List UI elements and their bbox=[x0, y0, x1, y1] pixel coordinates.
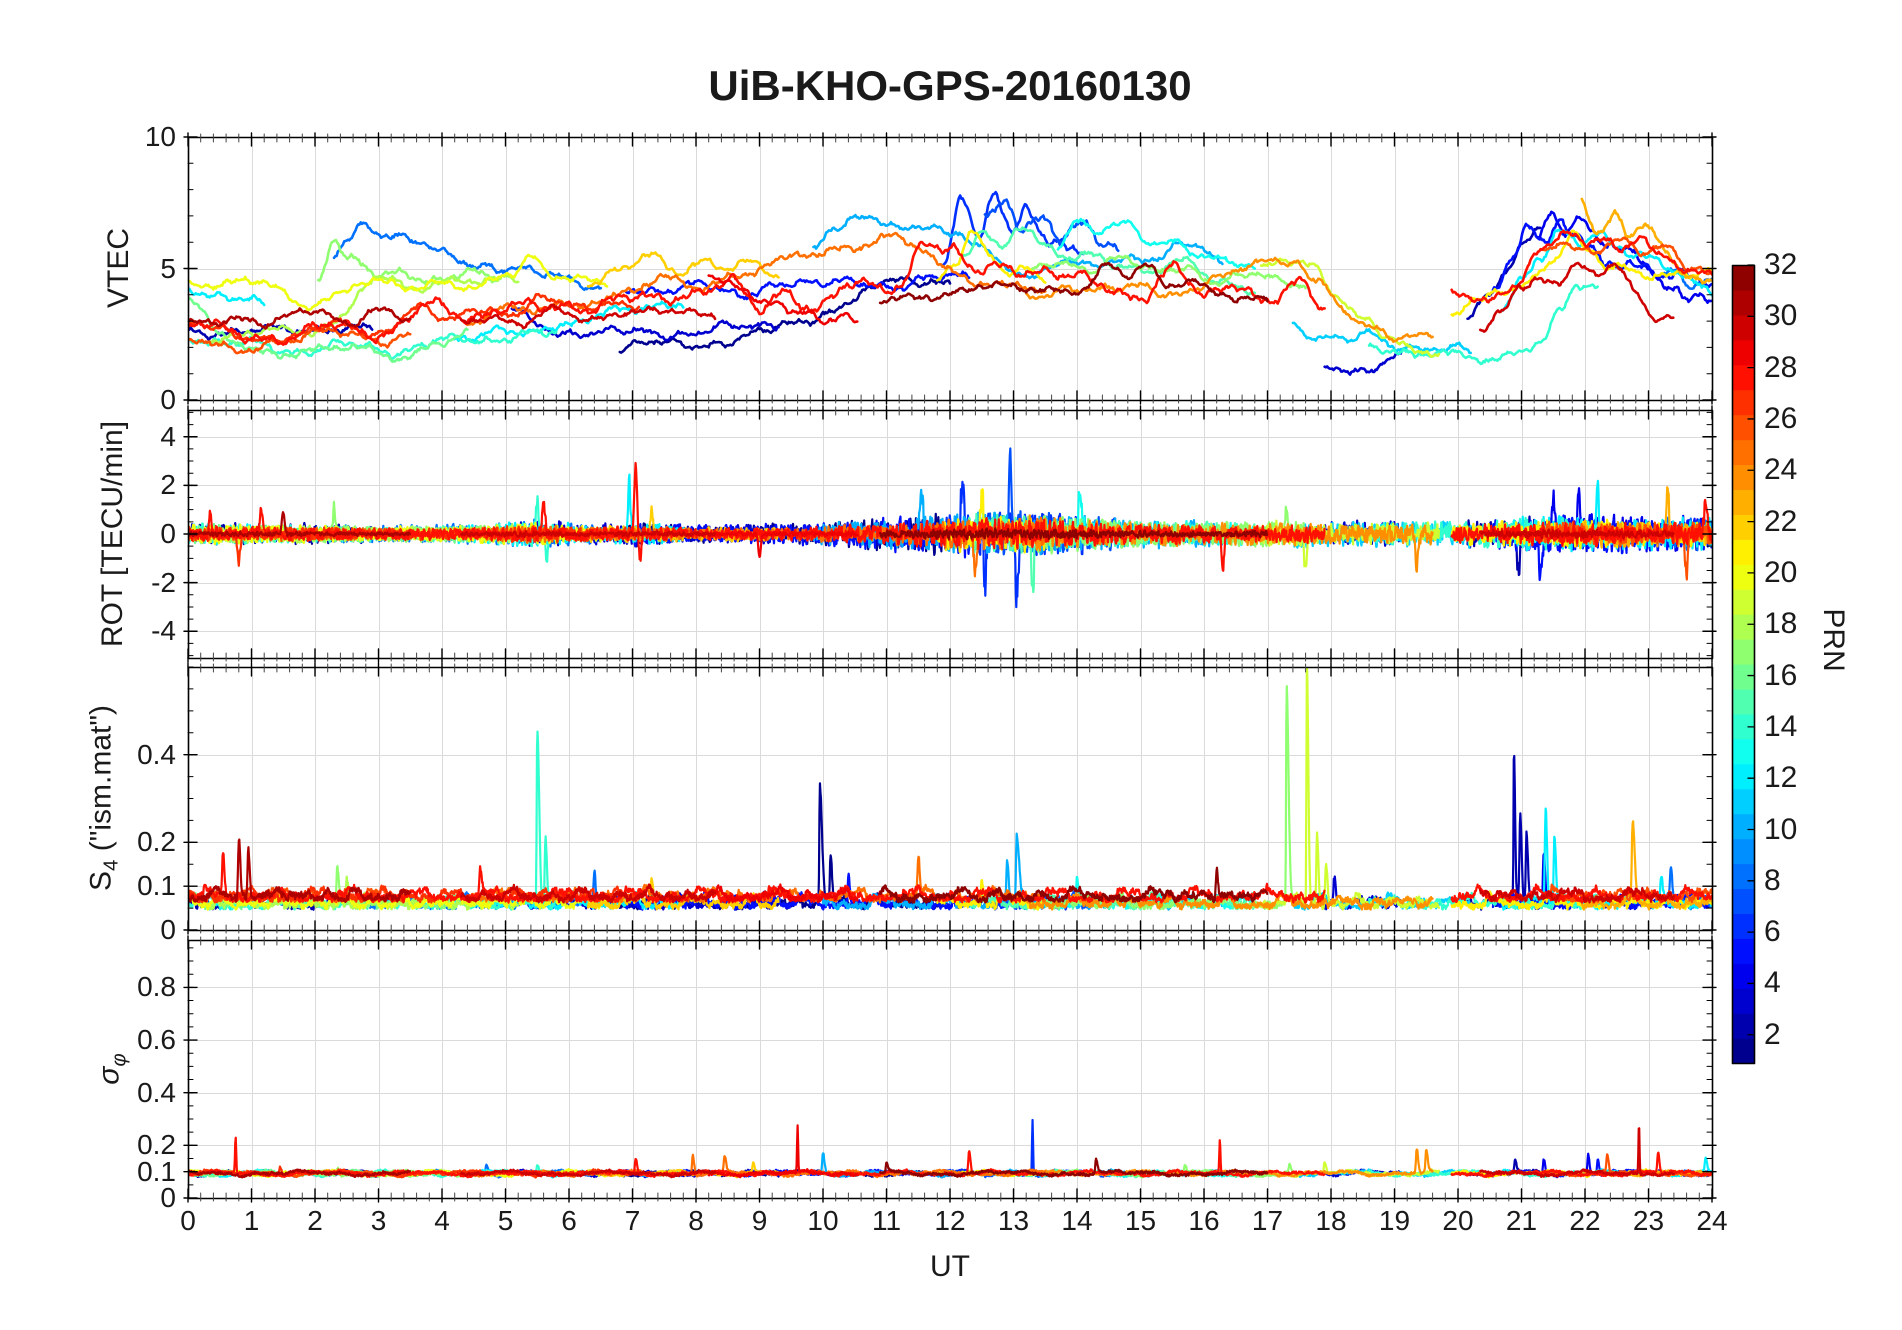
x-tick-label: 20 bbox=[1442, 1205, 1474, 1236]
y-tick-label: 4 bbox=[160, 420, 176, 452]
x-tick-label: 10 bbox=[807, 1205, 839, 1236]
x-tick-label: 6 bbox=[561, 1205, 577, 1236]
colorbar-tick-label: 32 bbox=[1764, 248, 1798, 281]
y-tick-label: 0.1 bbox=[137, 870, 176, 902]
x-tick-label: 12 bbox=[934, 1205, 966, 1236]
y-tick-label: 0.6 bbox=[137, 1024, 176, 1056]
x-tick-label: 18 bbox=[1315, 1205, 1347, 1236]
y-tick-label: 0 bbox=[160, 1182, 176, 1213]
y-tick-label: 0.4 bbox=[137, 738, 176, 770]
x-tick-label: 0 bbox=[180, 1205, 196, 1236]
colorbar-tick-label: 16 bbox=[1764, 658, 1798, 692]
colorbar-tick-label: 12 bbox=[1764, 761, 1798, 795]
x-tick-label: 4 bbox=[434, 1205, 450, 1236]
colorbar-tick-label: 4 bbox=[1764, 966, 1781, 1000]
y-tick-label: 2 bbox=[160, 469, 176, 501]
colorbar-tick-label: 20 bbox=[1764, 555, 1798, 589]
x-tick-label: 15 bbox=[1124, 1205, 1157, 1236]
y-tick-label: 0.2 bbox=[137, 826, 176, 858]
x-tick-label: 11 bbox=[871, 1205, 902, 1236]
y-tick-label: 0 bbox=[160, 518, 176, 549]
x-axis-label: UT bbox=[930, 1250, 970, 1283]
x-tick-label: 21 bbox=[1505, 1205, 1538, 1236]
colorbar-tick-label: 22 bbox=[1764, 504, 1798, 538]
colorbar-tick-label: 26 bbox=[1764, 401, 1798, 435]
y-tick-label: -2 bbox=[151, 566, 176, 598]
x-tick-label: 23 bbox=[1632, 1205, 1665, 1236]
figure-title: UiB-KHO-GPS-20160130 bbox=[708, 62, 1192, 109]
colorbar-tick-label: 14 bbox=[1764, 709, 1798, 743]
y-tick-label: 0.4 bbox=[137, 1076, 176, 1108]
x-tick-label: 1 bbox=[243, 1205, 260, 1236]
x-tick-label: 22 bbox=[1569, 1205, 1601, 1236]
x-tick-label: 9 bbox=[751, 1205, 768, 1236]
colorbar-tick-label: 30 bbox=[1764, 299, 1798, 333]
y-tick-label: 0.1 bbox=[137, 1155, 176, 1187]
colorbar-tick-label: 18 bbox=[1764, 607, 1798, 641]
x-tick-label: 2 bbox=[307, 1205, 323, 1236]
y-tick-label: 0.2 bbox=[137, 1129, 176, 1161]
y-tick-label: 10 bbox=[144, 121, 176, 152]
y-tick-label: -4 bbox=[151, 615, 176, 647]
x-tick-label: 3 bbox=[370, 1205, 387, 1236]
x-tick-label: 7 bbox=[624, 1205, 641, 1236]
x-tick-label: 19 bbox=[1378, 1205, 1411, 1236]
colorbar-tick-label: 6 bbox=[1764, 915, 1781, 949]
x-tick-label: 16 bbox=[1188, 1205, 1220, 1236]
x-tick-label: 5 bbox=[497, 1205, 514, 1236]
y-tick-label: 0 bbox=[160, 384, 176, 415]
colorbar-tick-label: 8 bbox=[1764, 863, 1781, 897]
y-tick-label: 0.8 bbox=[137, 971, 176, 1003]
x-tick-label: 8 bbox=[688, 1205, 704, 1236]
sigma-label-sub: φ bbox=[108, 1053, 131, 1067]
y-tick-label: 0 bbox=[160, 914, 176, 945]
colorbar-tick-label: 2 bbox=[1764, 1017, 1781, 1051]
x-tick-label: 13 bbox=[997, 1205, 1030, 1236]
s4-axis-label: S4 ("ism.mat") bbox=[84, 705, 123, 891]
x-tick-label: 17 bbox=[1251, 1205, 1284, 1236]
colorbar-tick-label: 28 bbox=[1764, 350, 1798, 384]
colorbar-tick-label: 24 bbox=[1764, 453, 1798, 487]
x-tick-label: 24 bbox=[1696, 1205, 1728, 1236]
x-tick-label: 14 bbox=[1061, 1205, 1093, 1236]
colorbar-tick-label: 10 bbox=[1764, 812, 1798, 846]
s4-label-sub: 4 bbox=[100, 859, 123, 871]
y-tick-label: 5 bbox=[160, 252, 176, 284]
